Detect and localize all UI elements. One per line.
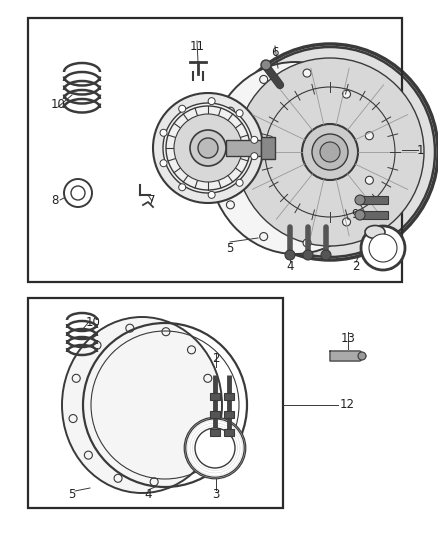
Circle shape: [236, 110, 243, 117]
Circle shape: [185, 418, 245, 478]
Text: 7: 7: [148, 193, 156, 206]
Circle shape: [114, 474, 122, 482]
Ellipse shape: [208, 62, 382, 254]
Circle shape: [204, 374, 212, 382]
Ellipse shape: [365, 225, 385, 238]
Circle shape: [302, 124, 358, 180]
Bar: [210, 429, 220, 436]
Bar: [28, 18, 402, 282]
Text: 4: 4: [144, 489, 152, 502]
Bar: [226, 140, 261, 156]
Circle shape: [312, 134, 348, 170]
Circle shape: [320, 142, 340, 162]
Circle shape: [343, 218, 350, 226]
Circle shape: [190, 130, 226, 166]
Bar: [224, 393, 234, 400]
Text: 3: 3: [212, 489, 220, 502]
Circle shape: [236, 58, 424, 246]
Circle shape: [361, 226, 405, 270]
Circle shape: [214, 154, 222, 162]
Circle shape: [153, 93, 263, 203]
Ellipse shape: [62, 317, 222, 493]
Circle shape: [72, 374, 80, 382]
Circle shape: [179, 105, 186, 112]
Bar: [210, 393, 220, 400]
Text: 2: 2: [352, 261, 360, 273]
Text: 11: 11: [190, 41, 205, 53]
Circle shape: [261, 60, 271, 70]
Circle shape: [163, 103, 253, 193]
Circle shape: [174, 114, 242, 182]
Circle shape: [93, 341, 101, 349]
Circle shape: [355, 195, 365, 205]
Circle shape: [187, 346, 195, 354]
Circle shape: [251, 136, 258, 143]
Circle shape: [358, 352, 366, 360]
Bar: [261, 137, 275, 159]
Circle shape: [355, 210, 365, 220]
Circle shape: [303, 69, 311, 77]
Text: 10: 10: [50, 99, 65, 111]
Circle shape: [260, 76, 268, 84]
Text: 4: 4: [286, 261, 294, 273]
Circle shape: [285, 250, 295, 260]
Circle shape: [303, 239, 311, 247]
Circle shape: [226, 107, 234, 115]
Circle shape: [126, 324, 134, 332]
Circle shape: [162, 328, 170, 336]
Circle shape: [251, 152, 258, 160]
Circle shape: [321, 250, 331, 260]
Circle shape: [260, 232, 268, 240]
Circle shape: [365, 176, 373, 184]
Bar: [210, 411, 220, 418]
Bar: [28, 298, 283, 508]
Text: 9: 9: [351, 208, 359, 222]
Text: 10: 10: [85, 316, 100, 328]
Circle shape: [85, 451, 92, 459]
Circle shape: [179, 184, 186, 191]
Circle shape: [195, 428, 235, 468]
Text: 5: 5: [226, 241, 234, 254]
Polygon shape: [330, 351, 366, 361]
Bar: [360, 211, 388, 219]
Circle shape: [369, 234, 397, 262]
Text: 8: 8: [51, 193, 59, 206]
Circle shape: [303, 250, 313, 260]
Text: 13: 13: [341, 332, 356, 344]
Text: 2: 2: [212, 351, 220, 365]
Bar: [224, 411, 234, 418]
Circle shape: [150, 478, 158, 486]
Circle shape: [198, 138, 218, 158]
Circle shape: [208, 98, 215, 104]
Circle shape: [69, 415, 77, 423]
Circle shape: [160, 160, 167, 167]
Text: 1: 1: [416, 143, 424, 157]
Circle shape: [64, 179, 92, 207]
Text: 12: 12: [339, 399, 354, 411]
Circle shape: [225, 47, 435, 257]
Bar: [360, 196, 388, 204]
Circle shape: [160, 130, 167, 136]
Bar: [224, 429, 234, 436]
Text: 5: 5: [68, 489, 76, 502]
Circle shape: [71, 186, 85, 200]
Circle shape: [236, 179, 243, 187]
Circle shape: [365, 132, 373, 140]
Circle shape: [208, 191, 215, 198]
Text: 6: 6: [271, 45, 279, 59]
Circle shape: [343, 90, 350, 98]
Circle shape: [226, 201, 234, 209]
Text: 3: 3: [386, 261, 394, 273]
